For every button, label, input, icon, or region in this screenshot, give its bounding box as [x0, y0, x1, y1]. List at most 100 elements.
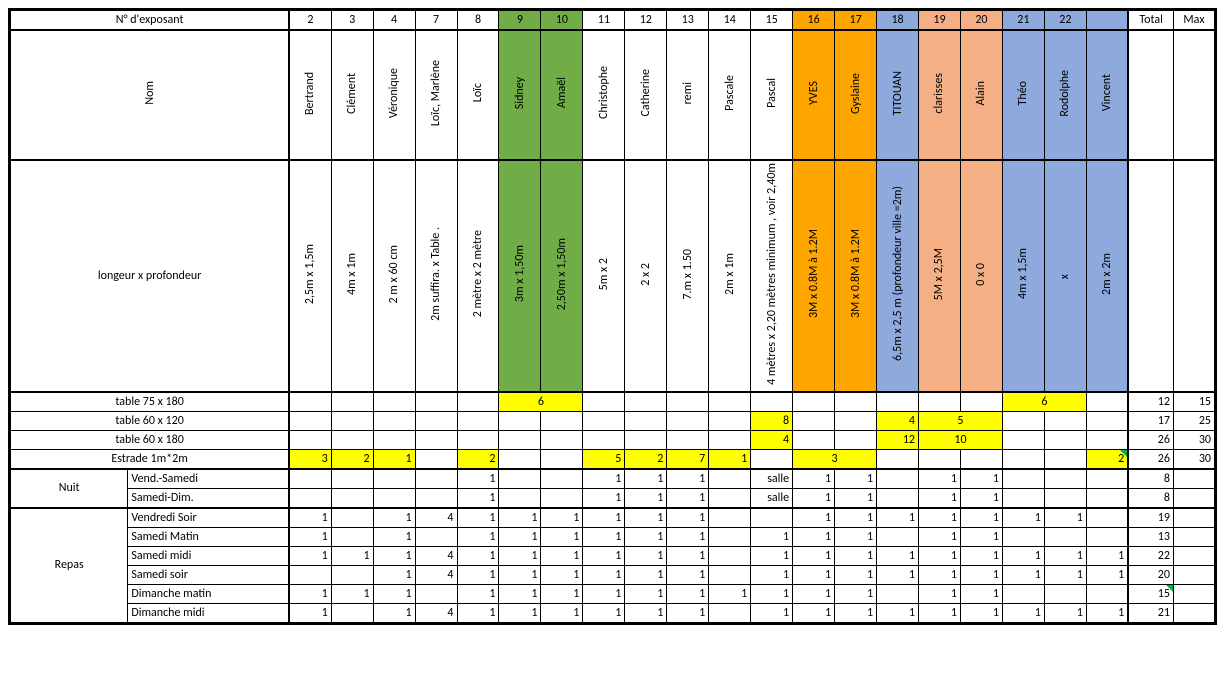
col-name-5: Sidney [499, 30, 541, 160]
cell [583, 392, 625, 412]
cell: 1 [919, 469, 961, 489]
cell [877, 449, 919, 469]
cell: 1 [835, 565, 877, 584]
cell: 8 [751, 411, 793, 430]
cell [877, 488, 919, 508]
cell: 1 [373, 508, 415, 528]
cell: 1 [877, 565, 919, 584]
cell [835, 411, 877, 430]
cell [415, 392, 457, 412]
max: 15 [1173, 392, 1215, 412]
cell [709, 508, 751, 528]
cell [415, 488, 457, 508]
col-dim-1: 4m x 1m [331, 160, 373, 392]
col-dim-16: 0 x 0 [960, 160, 1002, 392]
cell: 1 [877, 508, 919, 528]
cell: 4 [751, 430, 793, 449]
header-total: Total [1128, 10, 1173, 31]
cell: 1 [1044, 508, 1086, 528]
cell: 1 [793, 527, 835, 546]
max [1173, 527, 1215, 546]
cell [583, 430, 625, 449]
cell [499, 449, 541, 469]
col-dim-13: 3M x 0.8M à 1.2M [835, 160, 877, 392]
row-label-Estrade 1m*2m: Estrade 1m*2m [10, 449, 290, 469]
cell [709, 488, 751, 508]
col-dim-12: 3M x 0.8M à 1.2M [793, 160, 835, 392]
cell [373, 488, 415, 508]
cell: 4 [415, 546, 457, 565]
cell: 1 [835, 469, 877, 489]
cell [415, 430, 457, 449]
col-num-9: 13 [667, 10, 709, 31]
total: 12 [1128, 392, 1173, 412]
cell [331, 565, 373, 584]
col-name-13: Gyslaine [835, 30, 877, 160]
cell [877, 392, 919, 412]
cell: 1 [457, 546, 499, 565]
cell: 1 [289, 584, 331, 603]
cell: 1 [1002, 546, 1044, 565]
col-num-1: 3 [331, 10, 373, 31]
cell: 4 [877, 411, 919, 430]
cell [289, 565, 331, 584]
cell: 1 [960, 508, 1002, 528]
cell: 1 [457, 527, 499, 546]
cell: 1 [625, 469, 667, 489]
total: 20 [1128, 565, 1173, 584]
col-num-15: 19 [919, 10, 961, 31]
col-name-10: Pascale [709, 30, 751, 160]
cell [373, 392, 415, 412]
cell [1086, 508, 1128, 528]
cell: 1 [541, 527, 583, 546]
total: 15 [1128, 584, 1173, 603]
cell: 1 [625, 488, 667, 508]
cell [499, 469, 541, 489]
cell: 1 [835, 603, 877, 623]
cell: 1 [1002, 603, 1044, 623]
cell [709, 469, 751, 489]
col-dim-7: 5m x 2 [583, 160, 625, 392]
cell: 1 [960, 565, 1002, 584]
cell [415, 584, 457, 603]
cell: 1 [835, 527, 877, 546]
header-max: Max [1173, 10, 1215, 31]
cell: 1 [289, 603, 331, 623]
col-dim-5: 3m x 1,50m [499, 160, 541, 392]
cell: 1 [793, 584, 835, 603]
cell: 1 [835, 508, 877, 528]
col-dim-18: x [1044, 160, 1086, 392]
cell [1044, 469, 1086, 489]
max [1173, 546, 1215, 565]
cell: 1 [583, 527, 625, 546]
col-dim-2: 2 m x 60 cm [373, 160, 415, 392]
cell [331, 488, 373, 508]
cell [1002, 430, 1044, 449]
col-num-4: 8 [457, 10, 499, 31]
cell: 1 [1044, 565, 1086, 584]
cell [667, 392, 709, 412]
cell: 1 [583, 469, 625, 489]
max [1173, 565, 1215, 584]
total: 19 [1128, 508, 1173, 528]
cell: 4 [415, 603, 457, 623]
cell [877, 527, 919, 546]
max [1173, 469, 1215, 489]
cell [709, 565, 751, 584]
cell [541, 449, 583, 469]
cell: 1 [625, 603, 667, 623]
col-name-6: Amaël [541, 30, 583, 160]
col-name-3: Loïc, Marlène [415, 30, 457, 160]
cell: 12 [877, 430, 919, 449]
cell: 1 [919, 546, 961, 565]
cell [667, 430, 709, 449]
header-nom: Nom [10, 30, 290, 160]
cell: 1 [1002, 508, 1044, 528]
header-dims: longeur x profondeur [10, 160, 290, 392]
row-label: Vend.-Samedi [128, 469, 289, 489]
cell: 1 [331, 584, 373, 603]
cell [415, 449, 457, 469]
total: 8 [1128, 488, 1173, 508]
cell [835, 392, 877, 412]
col-dim-19: 2m x 2m [1086, 160, 1128, 392]
